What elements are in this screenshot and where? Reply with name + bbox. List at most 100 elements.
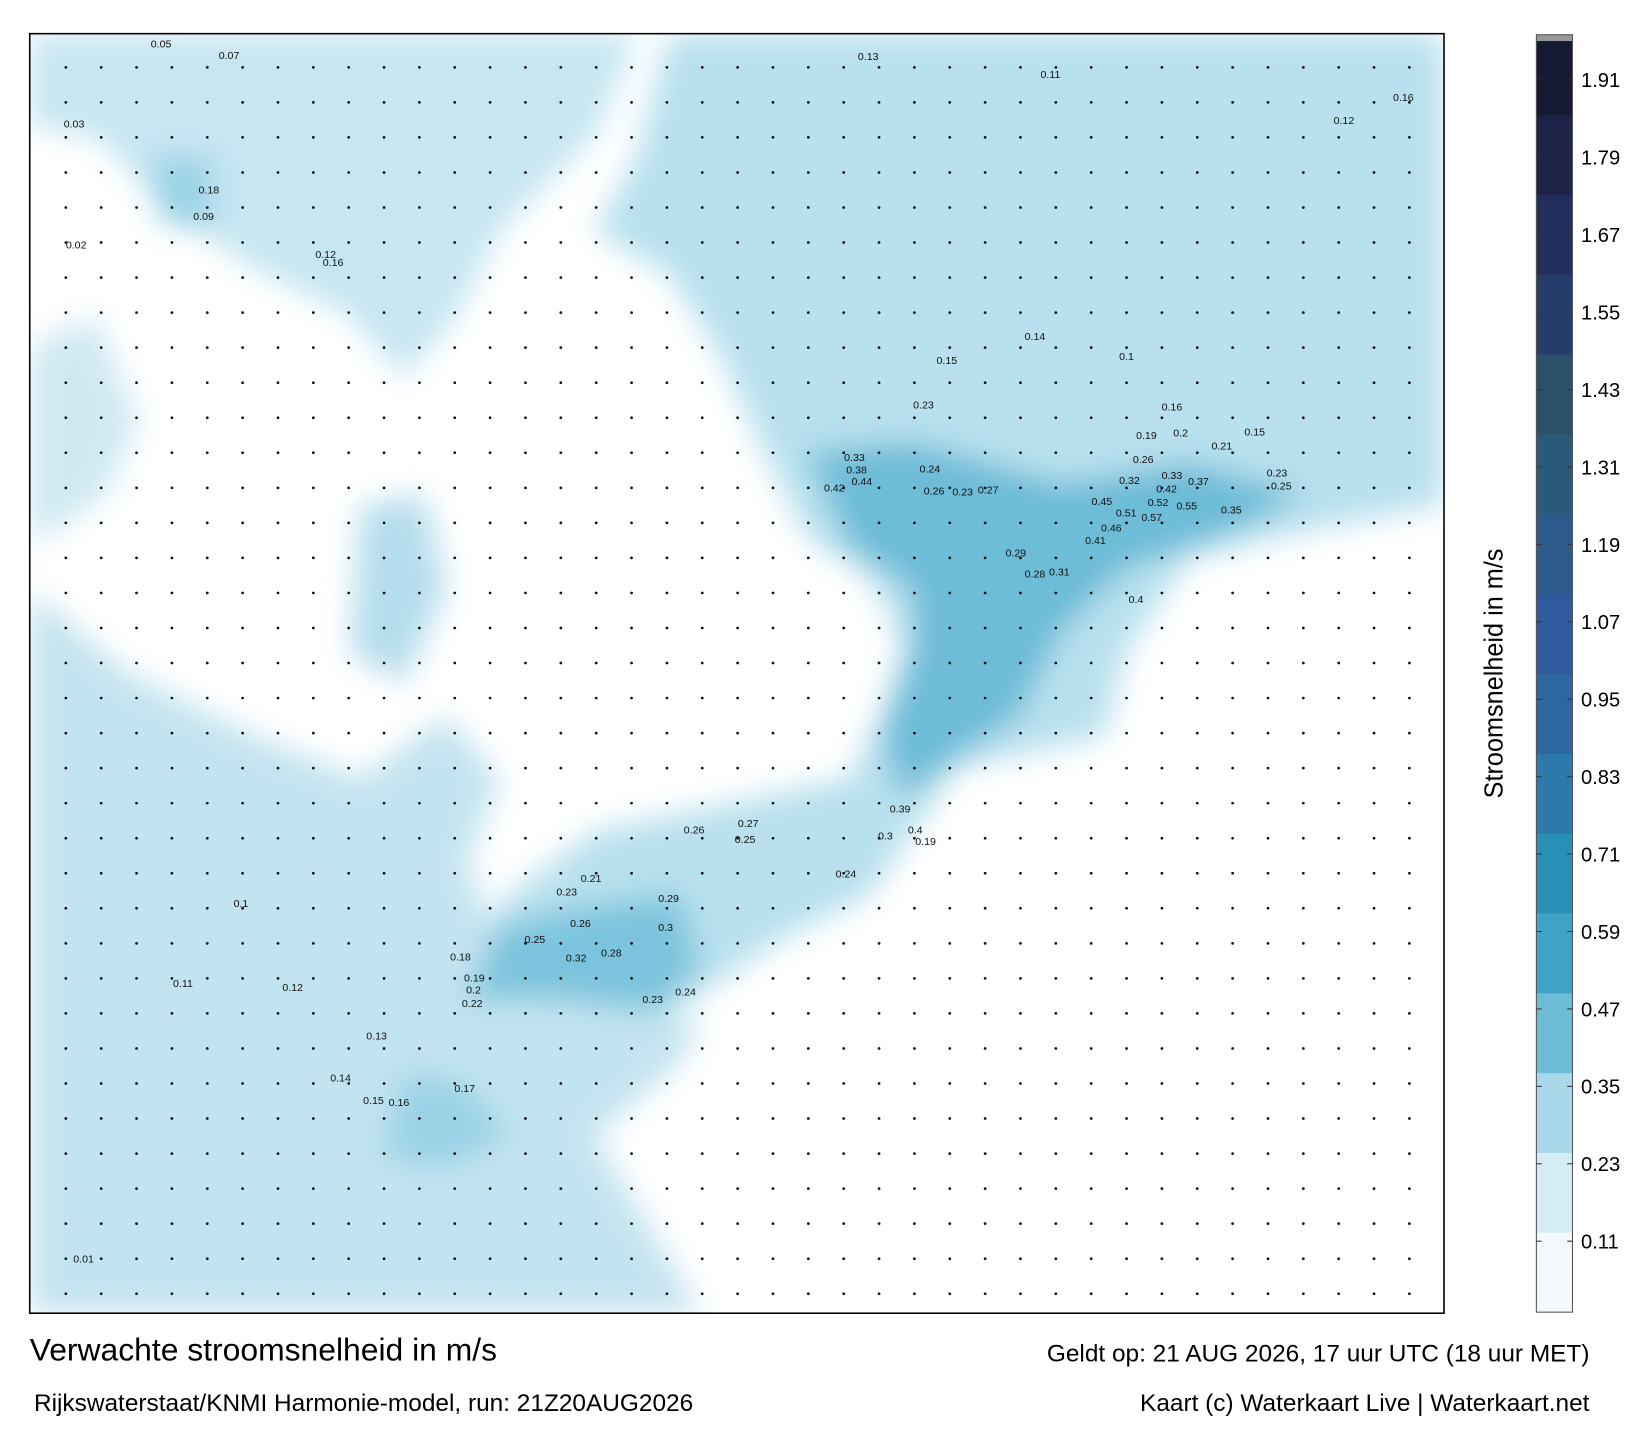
grid-dot xyxy=(1160,241,1164,244)
grid-dot xyxy=(1125,136,1128,139)
grid-dot xyxy=(135,1222,138,1226)
grid-dot xyxy=(1195,626,1199,630)
grid-dot xyxy=(983,766,987,770)
current-label: 0.09 xyxy=(193,211,214,223)
grid-dot xyxy=(771,65,775,69)
grid-dot xyxy=(913,486,916,490)
grid-dot xyxy=(311,696,315,700)
grid-dot xyxy=(1408,451,1411,455)
grid-dot xyxy=(594,801,598,805)
grid-dot xyxy=(1019,1222,1022,1226)
grid-dot xyxy=(311,906,315,910)
grid-dot xyxy=(700,801,704,805)
grid-dot xyxy=(948,661,952,665)
grid-dot xyxy=(559,731,563,735)
grid-dot xyxy=(1125,1047,1128,1050)
grid-dot xyxy=(64,941,68,945)
colorbar-tick-label: 0.59 xyxy=(1581,922,1620,944)
grid-dot xyxy=(1372,381,1376,385)
grid-dot xyxy=(594,381,598,385)
grid-dot xyxy=(559,1257,563,1261)
grid-dot xyxy=(948,696,952,700)
grid-dot xyxy=(594,626,598,630)
grid-dot xyxy=(276,1117,280,1120)
current-label: 0.41 xyxy=(1085,535,1106,547)
current-label: 0.42 xyxy=(1156,483,1177,495)
grid-dot xyxy=(1266,1187,1270,1190)
grid-dot xyxy=(276,241,280,244)
grid-dot xyxy=(1266,206,1270,209)
current-label: 0.44 xyxy=(852,476,873,488)
grid-dot xyxy=(1301,1152,1305,1155)
grid-dot xyxy=(1337,381,1341,385)
grid-dot xyxy=(64,591,68,595)
grid-dot xyxy=(1372,416,1376,420)
grid-dot xyxy=(736,521,739,525)
grid-dot xyxy=(1089,696,1093,700)
grid-dot xyxy=(1125,451,1128,455)
grid-dot xyxy=(524,171,527,174)
grid-dot xyxy=(842,661,846,665)
grid-dot xyxy=(1089,1012,1093,1015)
grid-dot xyxy=(1301,1292,1305,1296)
grid-dot xyxy=(594,661,598,665)
grid-dot xyxy=(842,276,846,279)
grid-dot xyxy=(488,1292,492,1296)
grid-dot xyxy=(1266,1082,1270,1085)
grid-dot xyxy=(311,1152,315,1155)
grid-dot xyxy=(842,206,846,209)
grid-dot xyxy=(170,451,174,455)
grid-dot xyxy=(1089,451,1093,455)
grid-dot xyxy=(877,1222,881,1226)
grid-dot xyxy=(488,731,492,735)
grid-dot xyxy=(1266,696,1270,700)
grid-dot xyxy=(524,381,527,385)
grid-dot xyxy=(665,451,669,455)
grid-dot xyxy=(488,241,492,244)
grid-dot xyxy=(170,171,174,174)
grid-dot xyxy=(1019,766,1022,770)
grid-dot xyxy=(983,731,987,735)
grid-dot xyxy=(1089,1222,1093,1226)
grid-dot xyxy=(311,311,315,314)
grid-dot xyxy=(205,1257,209,1261)
grid-dot xyxy=(1054,346,1058,350)
grid-dot xyxy=(594,941,598,945)
grid-dot xyxy=(736,941,739,945)
grid-dot xyxy=(170,1152,174,1155)
grid-dot xyxy=(135,661,138,665)
grid-dot xyxy=(913,65,916,69)
grid-dot xyxy=(205,1082,209,1085)
grid-dot xyxy=(1019,801,1022,805)
grid-dot xyxy=(382,486,386,490)
grid-dot xyxy=(877,1292,881,1296)
grid-dot xyxy=(1301,626,1305,630)
grid-dot xyxy=(630,101,633,104)
grid-dot xyxy=(665,836,669,840)
grid-dot xyxy=(1125,1257,1128,1261)
grid-dot xyxy=(1195,731,1199,735)
grid-dot xyxy=(135,381,138,385)
grid-dot xyxy=(524,101,527,104)
grid-dot xyxy=(948,556,952,560)
grid-dot xyxy=(877,346,881,350)
grid-dot xyxy=(170,626,174,630)
grid-dot xyxy=(1301,941,1305,945)
grid-dot xyxy=(594,591,598,595)
grid-dot xyxy=(135,486,138,490)
grid-dot xyxy=(524,1082,527,1085)
grid-dot xyxy=(1231,1047,1234,1050)
grid-dot xyxy=(241,101,244,104)
grid-dot xyxy=(524,731,527,735)
current-label: 0.25 xyxy=(735,834,756,846)
grid-dot xyxy=(983,977,987,980)
grid-dot xyxy=(418,311,421,314)
grid-dot xyxy=(382,696,386,700)
grid-dot xyxy=(382,65,386,69)
grid-dot xyxy=(877,1047,881,1050)
grid-dot xyxy=(311,801,315,805)
grid-dot xyxy=(99,451,103,455)
grid-dot xyxy=(1125,416,1128,420)
grid-dot xyxy=(736,661,739,665)
grid-dot xyxy=(1337,801,1341,805)
